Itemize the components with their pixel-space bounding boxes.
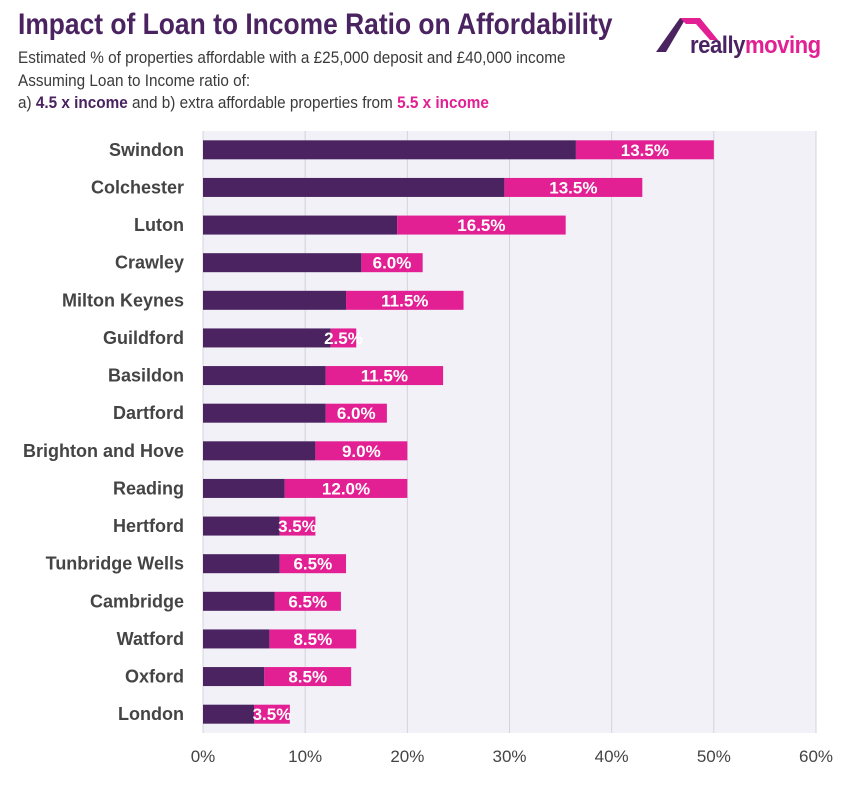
category-label: Brighton and Hove bbox=[23, 441, 184, 461]
x-tick-label: 30% bbox=[492, 747, 526, 766]
data-label: 11.5% bbox=[381, 291, 428, 310]
logo-text-really: really bbox=[690, 32, 745, 59]
category-label: London bbox=[118, 704, 184, 724]
house-roof-icon bbox=[656, 18, 718, 52]
bar-series2 bbox=[269, 629, 357, 649]
bar-series1 bbox=[203, 215, 398, 235]
bar-series2 bbox=[504, 177, 643, 197]
data-label: 8.5% bbox=[293, 630, 332, 649]
bar-series1 bbox=[203, 328, 331, 348]
data-label: 6.0% bbox=[373, 254, 412, 273]
bar-series1 bbox=[203, 290, 347, 310]
bar-series2 bbox=[361, 253, 423, 273]
x-tick-label: 0% bbox=[191, 747, 216, 766]
bar-series1 bbox=[203, 403, 326, 423]
logo-wordmark: reallymoving bbox=[690, 32, 821, 60]
bar-series2 bbox=[346, 290, 464, 310]
data-label: 6.5% bbox=[288, 592, 327, 611]
category-label: Milton Keynes bbox=[62, 290, 184, 310]
bar-series1 bbox=[203, 253, 362, 273]
data-label: 11.5% bbox=[361, 367, 408, 386]
data-label: 3.5% bbox=[253, 705, 292, 724]
bar-series1 bbox=[203, 554, 280, 574]
category-label: Luton bbox=[134, 215, 184, 235]
x-tick-label: 10% bbox=[288, 747, 322, 766]
subtitle-middle: and b) extra affordable properties from bbox=[131, 93, 393, 112]
category-label: Oxford bbox=[125, 667, 184, 687]
bar-series2 bbox=[397, 215, 566, 235]
bar-series2 bbox=[284, 478, 408, 498]
bar-series1 bbox=[203, 629, 270, 649]
chart-subtitle-line3: a) 4.5 x income and b) extra affordable … bbox=[18, 93, 489, 113]
bar-series2 bbox=[279, 554, 347, 574]
subtitle-prefix: a) bbox=[18, 93, 32, 112]
category-label: Crawley bbox=[115, 253, 184, 273]
category-label: Hertford bbox=[113, 516, 184, 536]
bar-series1 bbox=[203, 177, 505, 197]
bar-series2 bbox=[274, 591, 341, 611]
reallymoving-logo: reallymoving bbox=[656, 14, 836, 64]
bar-series2 bbox=[330, 328, 357, 348]
data-label: 12.0% bbox=[322, 479, 370, 498]
category-label: Cambridge bbox=[90, 591, 184, 611]
subtitle-series2-label: 5.5 x income bbox=[397, 93, 489, 112]
logo-text-moving: moving bbox=[744, 32, 821, 59]
data-label: 2.5% bbox=[324, 329, 363, 348]
bar-series2 bbox=[575, 140, 714, 160]
bar-series2 bbox=[315, 441, 408, 461]
x-tick-label: 40% bbox=[595, 747, 629, 766]
bar-series2 bbox=[264, 667, 352, 687]
category-label: Basildon bbox=[108, 366, 184, 386]
chart-subtitle-line2: Assuming Loan to Income ratio of: bbox=[18, 71, 251, 90]
data-label: 8.5% bbox=[288, 668, 327, 687]
data-label: 6.0% bbox=[337, 404, 376, 423]
bar-series1 bbox=[203, 140, 576, 160]
x-tick-label: 50% bbox=[697, 747, 731, 766]
chart-title: Impact of Loan to Income Ratio on Afford… bbox=[18, 8, 613, 41]
data-label: 3.5% bbox=[278, 517, 317, 536]
bar-series1 bbox=[203, 366, 326, 386]
x-tick-label: 60% bbox=[799, 747, 833, 766]
bar-series1 bbox=[203, 667, 265, 687]
bar-series2 bbox=[254, 704, 290, 724]
bar-series1 bbox=[203, 441, 316, 461]
category-label: Watford bbox=[117, 629, 184, 649]
bar-series2 bbox=[279, 516, 316, 536]
category-label: Tunbridge Wells bbox=[46, 554, 184, 574]
data-label: 6.5% bbox=[293, 555, 332, 574]
category-label: Colchester bbox=[91, 177, 184, 197]
chart-subtitle-line1: Estimated % of properties affordable wit… bbox=[18, 48, 566, 67]
category-label: Reading bbox=[113, 478, 184, 498]
category-label: Swindon bbox=[109, 140, 184, 160]
bar-series2 bbox=[325, 366, 444, 386]
data-label: 13.5% bbox=[621, 141, 669, 160]
bar-series1 bbox=[203, 704, 255, 724]
subtitle-series1-label: 4.5 x income bbox=[35, 93, 128, 112]
category-label: Dartford bbox=[113, 403, 184, 423]
category-label: Guildford bbox=[103, 328, 184, 348]
bar-series1 bbox=[203, 591, 275, 611]
bar-series2 bbox=[325, 403, 387, 423]
bar-series1 bbox=[203, 516, 280, 536]
data-label: 13.5% bbox=[549, 178, 597, 197]
data-label: 16.5% bbox=[457, 216, 505, 235]
x-tick-label: 20% bbox=[390, 747, 424, 766]
data-label: 9.0% bbox=[342, 442, 381, 461]
bar-series1 bbox=[203, 478, 285, 498]
